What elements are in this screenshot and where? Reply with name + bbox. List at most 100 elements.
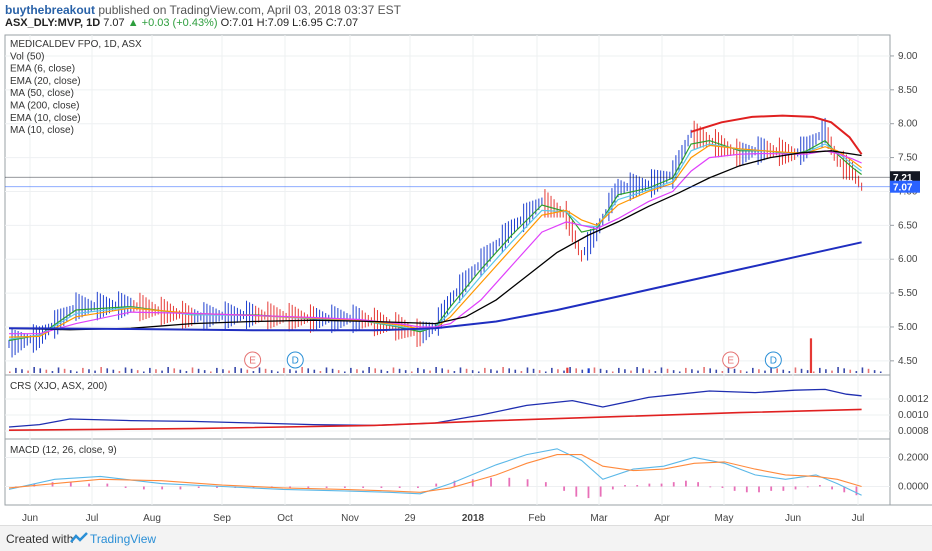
- y-tick-label-9.00: 9.00: [898, 51, 918, 62]
- volume-bar: [289, 369, 291, 373]
- volume-bar: [313, 369, 316, 373]
- volume-bar: [721, 371, 724, 373]
- volume-bar: [447, 369, 450, 373]
- volume-bar: [654, 371, 657, 373]
- x-tick-label-2018: 2018: [462, 513, 485, 524]
- x-tick-label-jul: Jul: [852, 513, 865, 524]
- x-tick-label-apr: Apr: [654, 513, 670, 524]
- volume-bar: [142, 371, 145, 373]
- legend-medicaldev-fpo-1d-asx: MEDICALDEV FPO, 1D, ASX: [10, 39, 142, 50]
- volume-bar: [167, 367, 169, 373]
- macd-hist-bar: [806, 486, 809, 488]
- x-tick-label-aug: Aug: [143, 513, 161, 524]
- volume-bar: [471, 370, 474, 373]
- volume-bar: [453, 371, 456, 373]
- volume-bar: [770, 367, 772, 373]
- volume-bar: [343, 371, 346, 373]
- macd-hist-bar: [599, 486, 602, 497]
- legend-ma-200-close: MA (200, close): [10, 101, 79, 112]
- volume-bar: [800, 368, 803, 373]
- volume-bar: [252, 371, 255, 373]
- series-ma-10-close: [8, 144, 862, 338]
- symbol-label: ASX_DLY:MVP, 1D: [5, 17, 101, 29]
- event-marker-e-0[interactable]: [244, 351, 262, 369]
- macd-hist-bar: [252, 486, 255, 488]
- volume-bar: [794, 367, 797, 373]
- ohlc-values: O:7.01 H:7.09 L:6.95 C:7.07: [220, 17, 359, 29]
- macd-hist-bar: [660, 483, 663, 487]
- x-tick-label-mar: Mar: [590, 513, 608, 524]
- series-ma-200-close: [8, 241, 862, 332]
- series-macd: [8, 448, 862, 496]
- volume-bar: [630, 370, 632, 373]
- series-signal: [8, 454, 862, 493]
- volume-bar: [776, 368, 778, 373]
- volume-bar: [191, 367, 194, 373]
- series-trend-arc: [690, 114, 863, 155]
- x-tick-label-jul: Jul: [86, 513, 99, 524]
- macd-hist-bar: [325, 486, 328, 488]
- volume-bar: [435, 367, 437, 373]
- author-link[interactable]: buythebreakout: [5, 3, 96, 17]
- macd-hist-bar: [709, 486, 712, 488]
- price-tag-7.07: [890, 180, 920, 193]
- volume-bar: [69, 370, 72, 373]
- event-marker-label-2: E: [727, 356, 734, 367]
- macd-hist-bar: [490, 477, 492, 487]
- crs-y-tick-label-0.0010: 0.0010: [898, 410, 929, 421]
- volume-bar: [386, 371, 389, 373]
- x-tick-label-oct: Oct: [277, 513, 293, 524]
- event-marker-d-1[interactable]: [286, 351, 304, 369]
- volume-bar: [124, 367, 127, 373]
- volume-bar: [94, 370, 96, 373]
- volume-bar: [319, 371, 322, 373]
- volume-bar: [782, 369, 785, 373]
- volume-bar: [855, 371, 858, 373]
- y-tick-label-8.00: 8.00: [898, 119, 918, 130]
- publish-text: published on TradingView.com, April 03, …: [95, 3, 401, 17]
- macd-hist-bar: [343, 486, 346, 488]
- macd-hist-bar: [142, 486, 145, 490]
- tradingview-link[interactable]: TradingView: [90, 532, 157, 546]
- event-marker-d-3[interactable]: [764, 351, 782, 369]
- macd-hist-bar: [794, 486, 797, 490]
- volume-bar: [551, 367, 553, 373]
- volume-spike-2: [587, 368, 590, 373]
- legend-ma-50-close: MA (50, close): [10, 88, 74, 99]
- y-tick-label-6.50: 6.50: [898, 220, 918, 231]
- macd-hist-bar: [624, 485, 626, 487]
- volume-bar: [173, 368, 176, 373]
- volume-bar: [356, 369, 358, 373]
- volume-bar: [136, 370, 139, 373]
- volume-bar: [100, 367, 102, 373]
- up-arrow-icon: ▲: [127, 17, 139, 29]
- volume-bar: [179, 369, 182, 373]
- volume-bar: [380, 369, 383, 373]
- event-marker-label-0: E: [249, 356, 256, 367]
- macd-hist-bar: [611, 486, 614, 490]
- macd-hist-bar: [124, 486, 127, 488]
- macd-hist-bar: [435, 483, 438, 487]
- volume-bar: [660, 367, 663, 373]
- volume-bar: [9, 371, 11, 373]
- price-tag-7.21: [890, 171, 920, 184]
- volume-bar: [82, 367, 84, 373]
- volume-bar: [812, 371, 815, 373]
- volume-bar: [691, 369, 693, 373]
- volume-bar: [739, 370, 742, 373]
- series-crs: [8, 388, 862, 428]
- chart-area[interactable]: Jun Jul Aug Sep Oct Nov 29 2018 Feb Mar Apr May Jun J…: [0, 33, 932, 525]
- macd-hist-bar: [648, 483, 651, 487]
- volume-bar: [246, 369, 249, 373]
- macd-hist-bar: [819, 485, 821, 487]
- series-ema-6-close: [8, 139, 862, 342]
- volume-bar: [745, 371, 748, 373]
- volume-bar: [831, 370, 833, 373]
- event-marker-e-2[interactable]: [722, 351, 740, 369]
- volume-bar: [709, 368, 711, 373]
- volume-bar: [861, 367, 864, 373]
- volume-bar: [715, 369, 718, 373]
- macd-hist-bar: [672, 482, 675, 487]
- macd-hist-bar: [398, 486, 401, 488]
- volume-bar: [666, 368, 669, 373]
